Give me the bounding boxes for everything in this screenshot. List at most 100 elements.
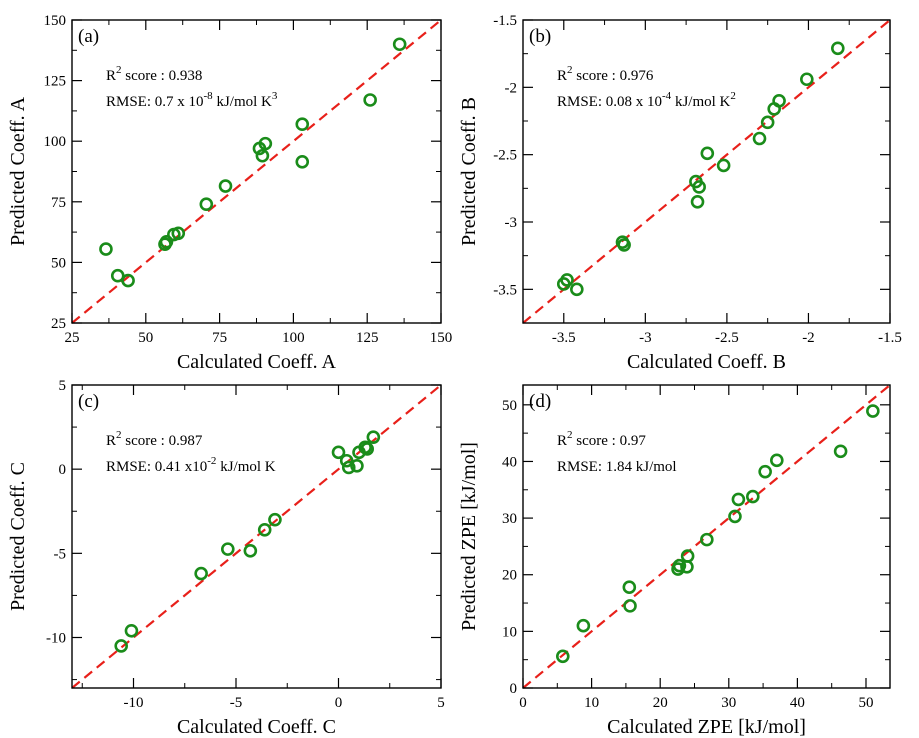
reference-line bbox=[522, 384, 891, 689]
x-tick-label: 0 bbox=[519, 695, 527, 711]
x-tick-label: 100 bbox=[282, 330, 305, 346]
data-point bbox=[770, 453, 784, 468]
r2-annotation: R2 score : 0.987 bbox=[106, 429, 203, 449]
panel-d: 0 10 20 30 40 50 0 10 20 30 40 50 Calculated ZPE [kJ… bbox=[458, 384, 891, 738]
data-point bbox=[258, 136, 273, 151]
plot-frame bbox=[522, 19, 891, 324]
y-axis-label: Predicted Coeff. B bbox=[458, 97, 480, 246]
data-point bbox=[833, 444, 848, 459]
y-tick-label: 0 bbox=[510, 681, 518, 697]
panel-b: -3.5 -3 -2.5 -2 -1.5 -3.5 -3 -2.5 -2 -1.5 Calculat… bbox=[458, 13, 902, 373]
y-tick-label: 40 bbox=[502, 454, 517, 470]
x-tick-label: -3.5 bbox=[552, 330, 576, 346]
data-point bbox=[555, 649, 570, 664]
y-tick-label: 5 bbox=[59, 378, 67, 394]
y-tick-label: -2 bbox=[505, 80, 518, 96]
data-point bbox=[716, 158, 731, 173]
y-tick-label: 150 bbox=[44, 13, 67, 29]
data-point bbox=[392, 37, 407, 52]
x-axis-label: Calculated Coeff. B bbox=[627, 351, 786, 373]
x-tick-label: -10 bbox=[124, 695, 144, 711]
data-point bbox=[295, 155, 310, 169]
reference-line bbox=[71, 384, 442, 689]
data-point bbox=[746, 489, 760, 504]
data-point bbox=[752, 131, 767, 146]
data-point bbox=[221, 542, 235, 556]
y-tick-label: 50 bbox=[51, 255, 66, 271]
y-tick-label: 20 bbox=[502, 568, 517, 584]
data-point bbox=[360, 442, 375, 456]
data-point bbox=[295, 117, 310, 132]
x-tick-label: 125 bbox=[356, 330, 379, 346]
data-point bbox=[800, 72, 814, 87]
data-point bbox=[363, 93, 377, 107]
x-tick-label: -5 bbox=[230, 695, 243, 711]
data-point bbox=[124, 623, 139, 638]
x-tick-label: -2 bbox=[802, 330, 815, 346]
data-point bbox=[758, 464, 772, 479]
y-tick-label: 75 bbox=[51, 195, 66, 211]
data-point bbox=[171, 226, 186, 241]
data-point bbox=[110, 268, 125, 283]
data-point bbox=[339, 453, 354, 468]
data-point bbox=[728, 509, 742, 524]
data-point bbox=[700, 532, 714, 547]
data-point bbox=[617, 238, 631, 252]
y-axis-label: Predicted ZPE [kJ/mol] bbox=[458, 442, 480, 631]
x-tick-label: 5 bbox=[437, 695, 445, 711]
x-tick-label: 75 bbox=[212, 330, 227, 346]
x-axis-label: Calculated ZPE [kJ/mol] bbox=[607, 716, 806, 738]
data-point bbox=[560, 273, 574, 287]
data-point bbox=[257, 522, 272, 537]
x-tick-label: 25 bbox=[65, 330, 80, 346]
data-point bbox=[99, 242, 113, 256]
x-tick-label: 0 bbox=[335, 695, 343, 711]
x-axis-label: Calculated Coeff. A bbox=[177, 351, 337, 373]
r2-annotation: R2 score : 0.938 bbox=[106, 64, 202, 84]
panel-c: -10 -5 0 5 -10 -5 0 5 Calculated Coeff. C Predict… bbox=[7, 378, 445, 738]
data-point bbox=[570, 282, 584, 297]
x-tick-label: 20 bbox=[653, 695, 668, 711]
x-tick-label: -1.5 bbox=[878, 330, 902, 346]
panel-label: (a) bbox=[78, 26, 99, 47]
x-tick-label: 10 bbox=[584, 695, 599, 711]
y-tick-label: 100 bbox=[44, 134, 67, 150]
data-point bbox=[218, 179, 233, 193]
x-tick-label: 40 bbox=[790, 695, 805, 711]
panel-label: (d) bbox=[529, 391, 551, 412]
rmse-annotation: RMSE: 0.41 x10-2 kJ/mol K bbox=[106, 455, 276, 475]
y-tick-label: 30 bbox=[502, 511, 517, 527]
x-tick-label: -3 bbox=[639, 330, 652, 346]
data-point bbox=[331, 445, 346, 460]
data-point bbox=[731, 492, 746, 507]
x-tick-label: -2.5 bbox=[715, 330, 739, 346]
y-tick-label: -10 bbox=[46, 631, 66, 647]
y-tick-label: -3 bbox=[505, 215, 518, 231]
data-point bbox=[622, 580, 637, 594]
data-point bbox=[350, 458, 364, 473]
reference-line bbox=[71, 19, 442, 324]
y-tick-label: -1.5 bbox=[493, 13, 517, 29]
data-point bbox=[623, 599, 637, 613]
y-axis-label: Predicted Coeff. A bbox=[7, 96, 29, 246]
panel-label: (c) bbox=[78, 391, 99, 412]
panel-label: (b) bbox=[529, 26, 551, 47]
x-tick-label: 150 bbox=[430, 330, 453, 346]
rmse-annotation: RMSE: 0.7 x 10-8 kJ/mol K3 bbox=[106, 90, 278, 110]
data-point bbox=[366, 430, 381, 444]
y-tick-label: 10 bbox=[502, 624, 517, 640]
data-point bbox=[692, 180, 706, 194]
rmse-annotation: RMSE: 1.84 kJ/mol bbox=[557, 459, 677, 475]
data-point bbox=[268, 512, 282, 527]
y-tick-label: -3.5 bbox=[493, 282, 517, 298]
y-tick-label: -5 bbox=[54, 546, 67, 562]
data-point bbox=[672, 558, 687, 573]
rmse-annotation: RMSE: 0.08 x 10-4 kJ/mol K2 bbox=[557, 90, 736, 110]
y-tick-label: 0 bbox=[59, 462, 67, 478]
data-point bbox=[576, 618, 591, 633]
r2-annotation: R2 score : 0.97 bbox=[557, 429, 646, 449]
data-point bbox=[159, 234, 174, 249]
data-point bbox=[121, 273, 135, 288]
y-tick-label: -2.5 bbox=[493, 148, 517, 164]
